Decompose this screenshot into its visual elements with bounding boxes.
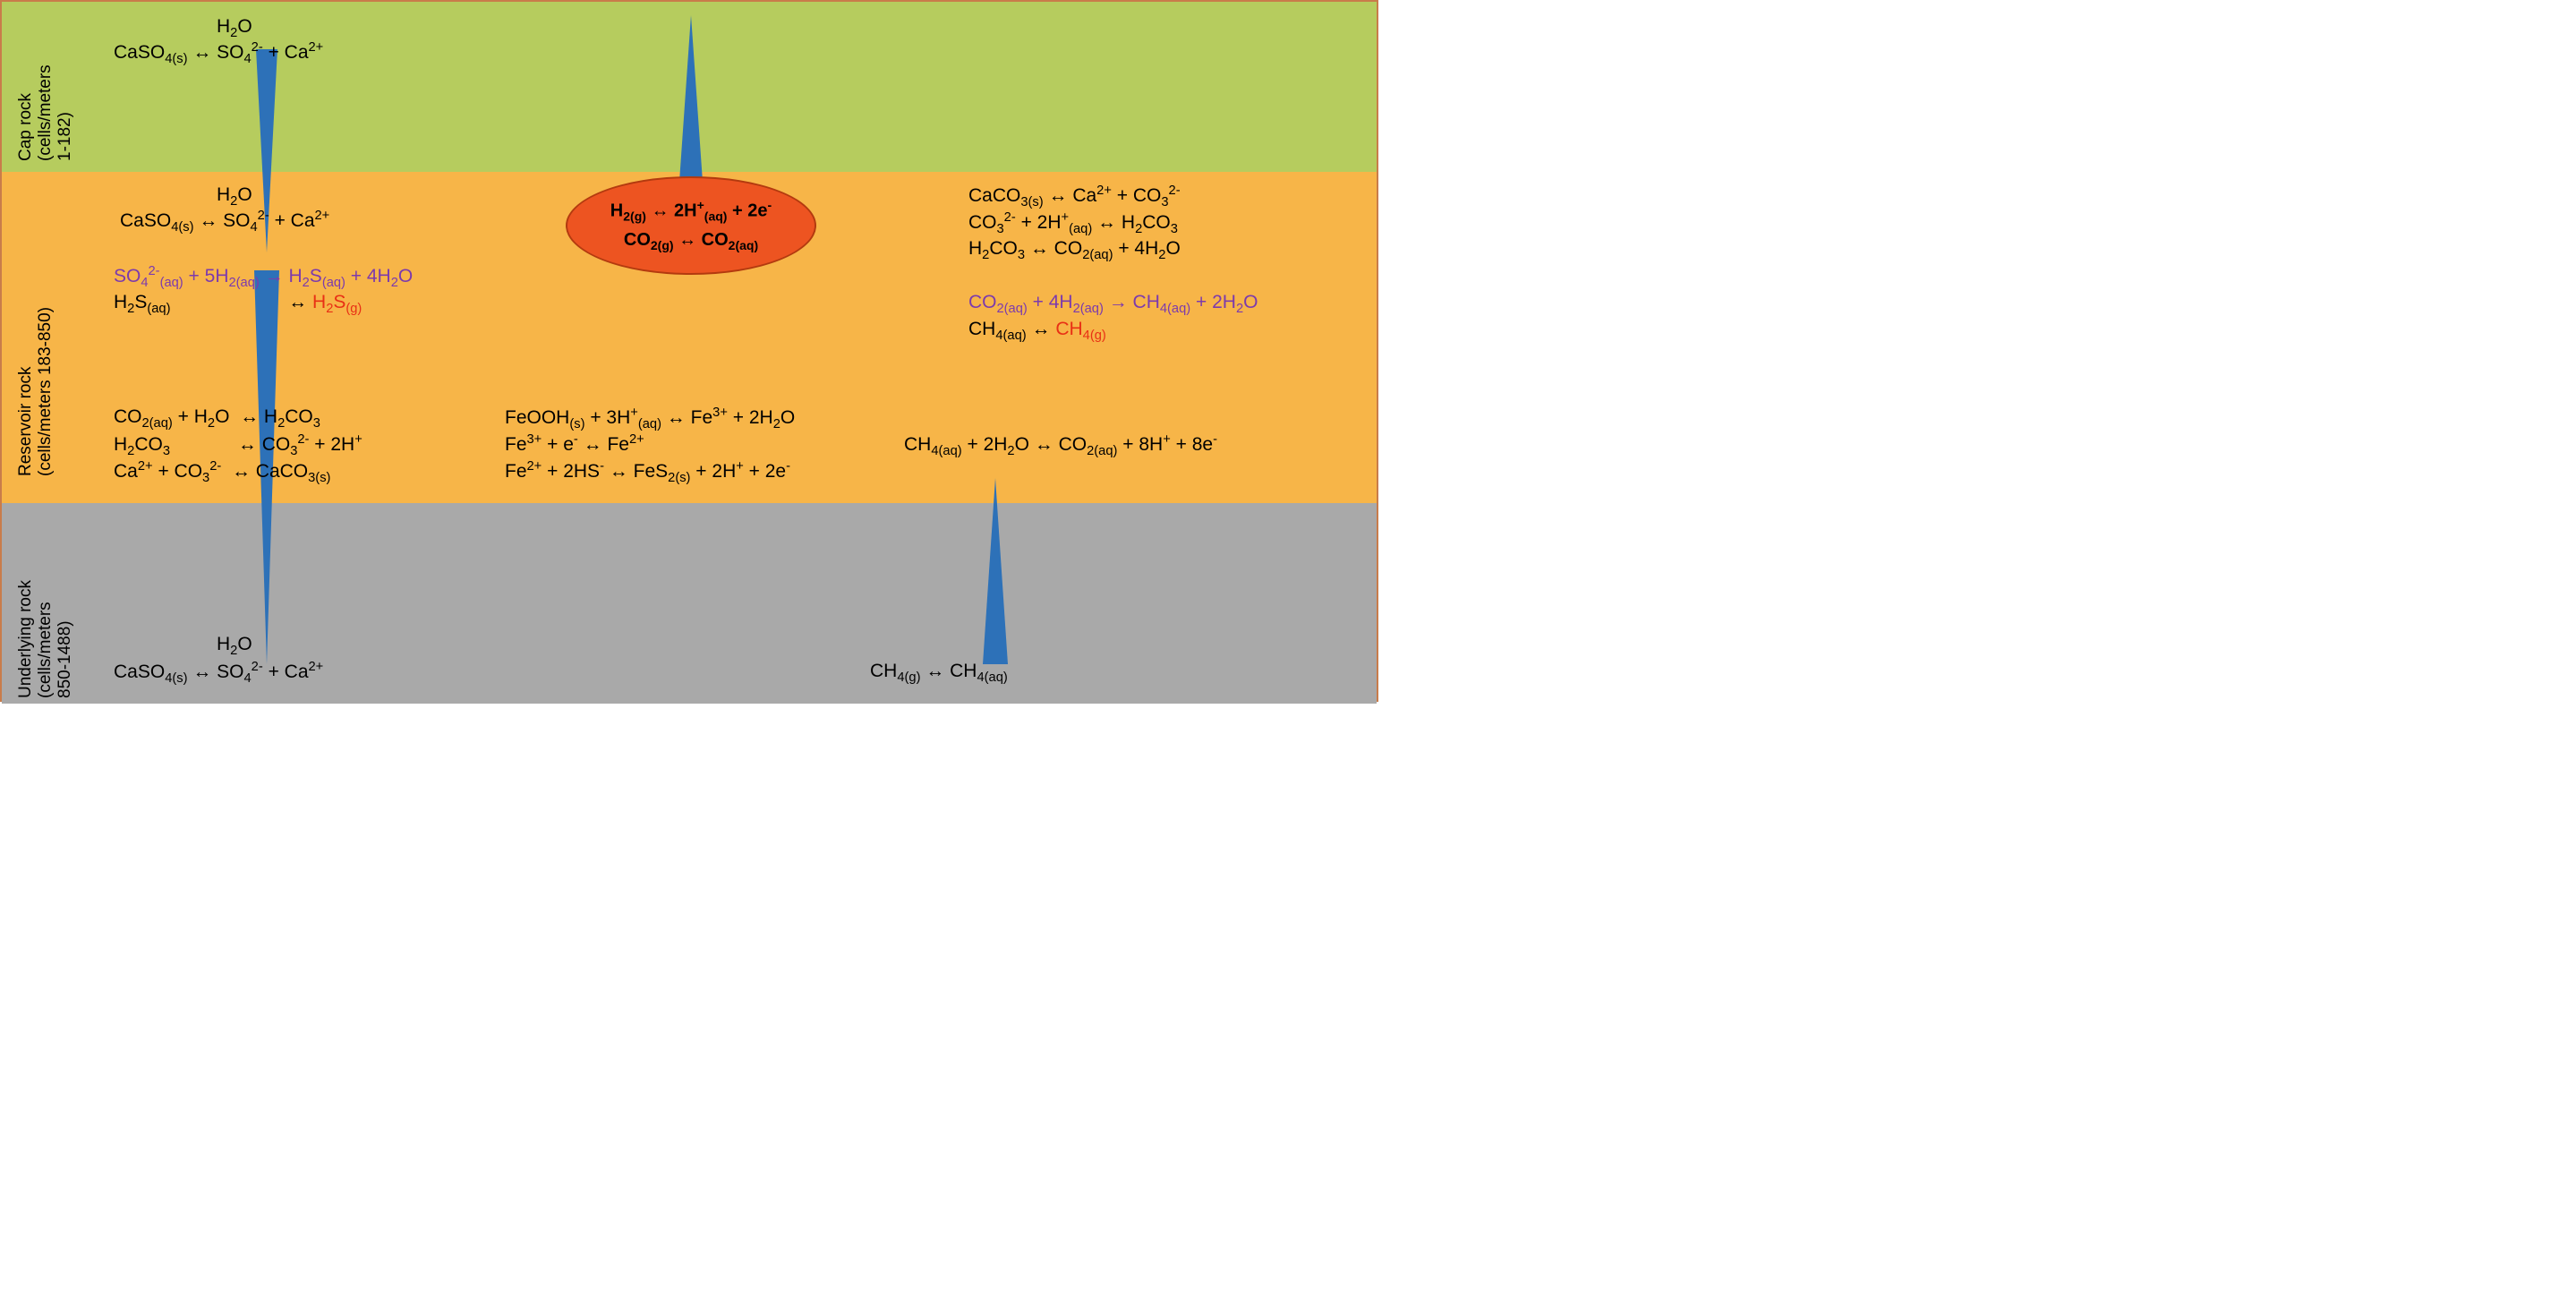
und-caso4: CaSO4(s) ↔ SO42- + Ca2+ bbox=[114, 657, 323, 688]
cap-rock-label-2: (cells/meters bbox=[36, 64, 55, 161]
cap-rock-label-3: 1-182) bbox=[55, 112, 74, 161]
res-ch4-line: CH4(aq) ↔ CH4(g) bbox=[968, 315, 1106, 346]
underlying-rock-label-2: (cells/meters bbox=[36, 602, 55, 698]
gas-bubble: H2(g) ↔ 2H+(aq) + 2e- CO2(g) ↔ CO2(aq) bbox=[566, 176, 816, 275]
cap-rock-layer bbox=[2, 2, 1377, 172]
cap-caso4: CaSO4(s) ↔ SO42- + Ca2+ bbox=[114, 38, 323, 69]
underlying-rock-label-1: Underlying rock bbox=[16, 580, 35, 698]
res-fe2: Fe2+ + 2HS- ↔ FeS2(s) + 2H+ + 2e- bbox=[505, 457, 790, 488]
und-ch4: CH4(g) ↔ CH4(aq) bbox=[870, 657, 1008, 687]
res-h2s-line: H2S(aq) ↔ H2S(g) bbox=[114, 288, 362, 319]
underlying-rock-label: Underlying rock (cells/meters 850-1488) bbox=[16, 580, 75, 698]
res-ca-co3: Ca2+ + CO32- ↔ CaCO3(s) bbox=[114, 457, 330, 488]
geochemical-diagram: Cap rock (cells/meters 1-182) Reservoir … bbox=[0, 0, 1378, 702]
cap-rock-label-1: Cap rock bbox=[16, 93, 35, 161]
res-h2co3-co2: H2CO3 ↔ CO2(aq) + 4H2O bbox=[968, 235, 1181, 265]
reservoir-rock-label-1: Reservoir rock bbox=[16, 367, 35, 476]
cap-rock-label: Cap rock (cells/meters 1-182) bbox=[16, 64, 75, 161]
reservoir-rock-label-2: (cells/meters 183-850) bbox=[36, 307, 55, 476]
res-caso4: CaSO4(s) ↔ SO42- + Ca2+ bbox=[120, 206, 329, 237]
underlying-rock-label-3: 850-1488) bbox=[55, 620, 74, 698]
bubble-co2-eq: CO2(g) ↔ CO2(aq) bbox=[624, 226, 758, 255]
res-fe3: Fe3+ + e- ↔ Fe2+ bbox=[505, 430, 644, 459]
reservoir-rock-label: Reservoir rock (cells/meters 183-850) bbox=[16, 307, 55, 476]
res-ch4-2h2o: CH4(aq) + 2H2O ↔ CO2(aq) + 8H+ + 8e- bbox=[904, 430, 1217, 461]
bubble-h2-eq: H2(g) ↔ 2H+(aq) + 2e- bbox=[610, 196, 772, 226]
